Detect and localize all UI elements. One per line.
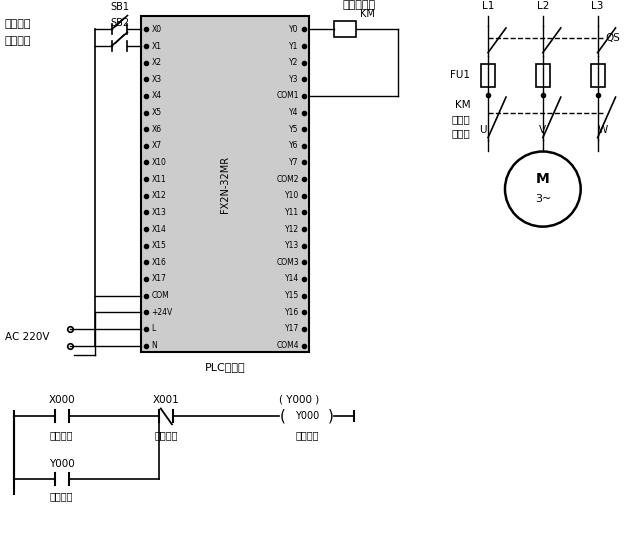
Text: Y3: Y3 [290,75,299,84]
Text: 主触点: 主触点 [451,128,470,138]
Text: Y000: Y000 [49,459,75,469]
Text: V: V [539,125,547,134]
Bar [481,64,495,87]
Text: ): ) [328,409,334,424]
Text: Y13: Y13 [285,241,299,250]
Text: X15: X15 [152,241,166,250]
Text: L1: L1 [482,1,494,11]
Text: 自锁触点: 自锁触点 [50,491,74,502]
Text: W: W [597,125,608,134]
Text: SB1: SB1 [110,2,129,11]
Text: Y1: Y1 [290,42,299,51]
Text: X16: X16 [152,258,166,267]
Text: N: N [152,341,157,350]
Bar [536,64,550,87]
Text: 接触器线圈: 接触器线圈 [342,0,375,10]
Text: Y4: Y4 [290,108,299,117]
Text: SB2: SB2 [110,18,129,28]
Text: Y6: Y6 [290,141,299,150]
Text: +24V: +24V [152,308,173,317]
Text: FX2N-32MR: FX2N-32MR [220,156,230,213]
Text: U: U [479,125,487,134]
Text: KM: KM [359,10,374,19]
FancyBboxPatch shape [142,16,309,352]
Text: X6: X6 [152,125,162,134]
Text: COM4: COM4 [276,341,299,350]
Text: COM: COM [152,291,169,300]
Text: Y7: Y7 [290,158,299,167]
Bar [334,22,356,37]
Text: X001: X001 [153,395,180,404]
Text: FU1: FU1 [450,70,470,80]
Text: 起动触点: 起动触点 [50,430,74,440]
Text: X12: X12 [152,191,166,200]
Text: 起动按钮: 起动按钮 [5,19,31,30]
Text: X000: X000 [49,395,75,404]
Text: X17: X17 [152,274,166,284]
Bar [591,64,605,87]
Text: L2: L2 [537,1,549,11]
Text: X11: X11 [152,174,166,184]
Text: Y5: Y5 [290,125,299,134]
Text: X0: X0 [152,25,162,34]
Text: Y0: Y0 [290,25,299,34]
Text: X3: X3 [152,75,162,84]
Text: 输出线圈: 输出线圈 [295,430,318,440]
Text: ( Y000 ): ( Y000 ) [279,395,319,404]
Text: X7: X7 [152,141,162,150]
Text: X14: X14 [152,225,166,233]
Text: 3~: 3~ [535,194,551,204]
Text: QS: QS [605,33,620,43]
Text: Y16: Y16 [285,308,299,317]
Text: X5: X5 [152,108,162,117]
Text: Y12: Y12 [285,225,299,233]
Text: COM1: COM1 [276,91,299,100]
Text: Y15: Y15 [285,291,299,300]
Text: (: ( [280,409,286,424]
Text: X1: X1 [152,42,162,51]
Text: Y11: Y11 [285,208,299,217]
Text: X2: X2 [152,58,162,67]
Text: X13: X13 [152,208,166,217]
Text: Y2: Y2 [290,58,299,67]
Text: COM3: COM3 [276,258,299,267]
Text: X4: X4 [152,91,162,100]
Text: 停止触点: 停止触点 [155,430,178,440]
Text: 接触器: 接触器 [451,114,470,124]
Text: PLC接线图: PLC接线图 [205,362,245,372]
Text: Y14: Y14 [285,274,299,284]
Text: L: L [152,325,155,333]
Text: AC 220V: AC 220V [5,332,49,342]
Text: COM2: COM2 [276,174,299,184]
Text: L3: L3 [592,1,604,11]
Text: M: M [536,172,550,186]
Text: 停止按钮: 停止按钮 [5,36,31,46]
Text: Y000: Y000 [295,411,319,421]
Text: Y17: Y17 [285,325,299,333]
Text: Y10: Y10 [285,191,299,200]
Text: KM: KM [454,100,470,110]
Text: X10: X10 [152,158,166,167]
